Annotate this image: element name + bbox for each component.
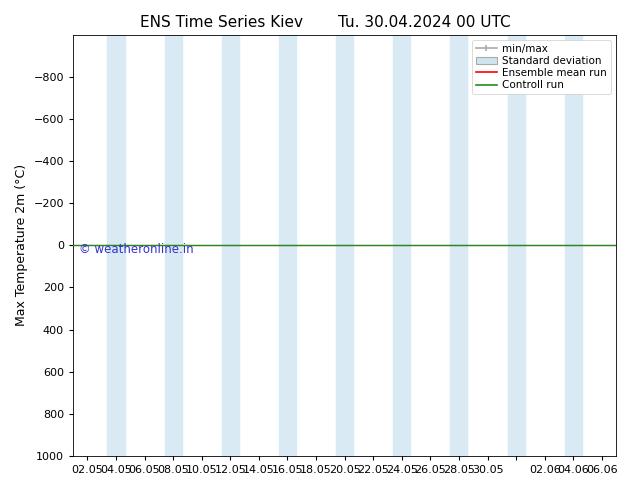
- Bar: [507, 35, 525, 456]
- Bar: [279, 35, 296, 456]
- Bar: [393, 35, 410, 456]
- Bar: [565, 35, 582, 456]
- Bar: [222, 35, 239, 456]
- Text: © weatheronline.in: © weatheronline.in: [79, 243, 193, 256]
- Legend: min/max, Standard deviation, Ensemble mean run, Controll run: min/max, Standard deviation, Ensemble me…: [472, 40, 611, 95]
- Bar: [336, 35, 353, 456]
- Text: ENS Time Series Kiev: ENS Time Series Kiev: [140, 15, 304, 30]
- Text: Tu. 30.04.2024 00 UTC: Tu. 30.04.2024 00 UTC: [339, 15, 511, 30]
- Bar: [107, 35, 124, 456]
- Bar: [165, 35, 182, 456]
- Y-axis label: Max Temperature 2m (°C): Max Temperature 2m (°C): [15, 164, 28, 326]
- Bar: [450, 35, 467, 456]
